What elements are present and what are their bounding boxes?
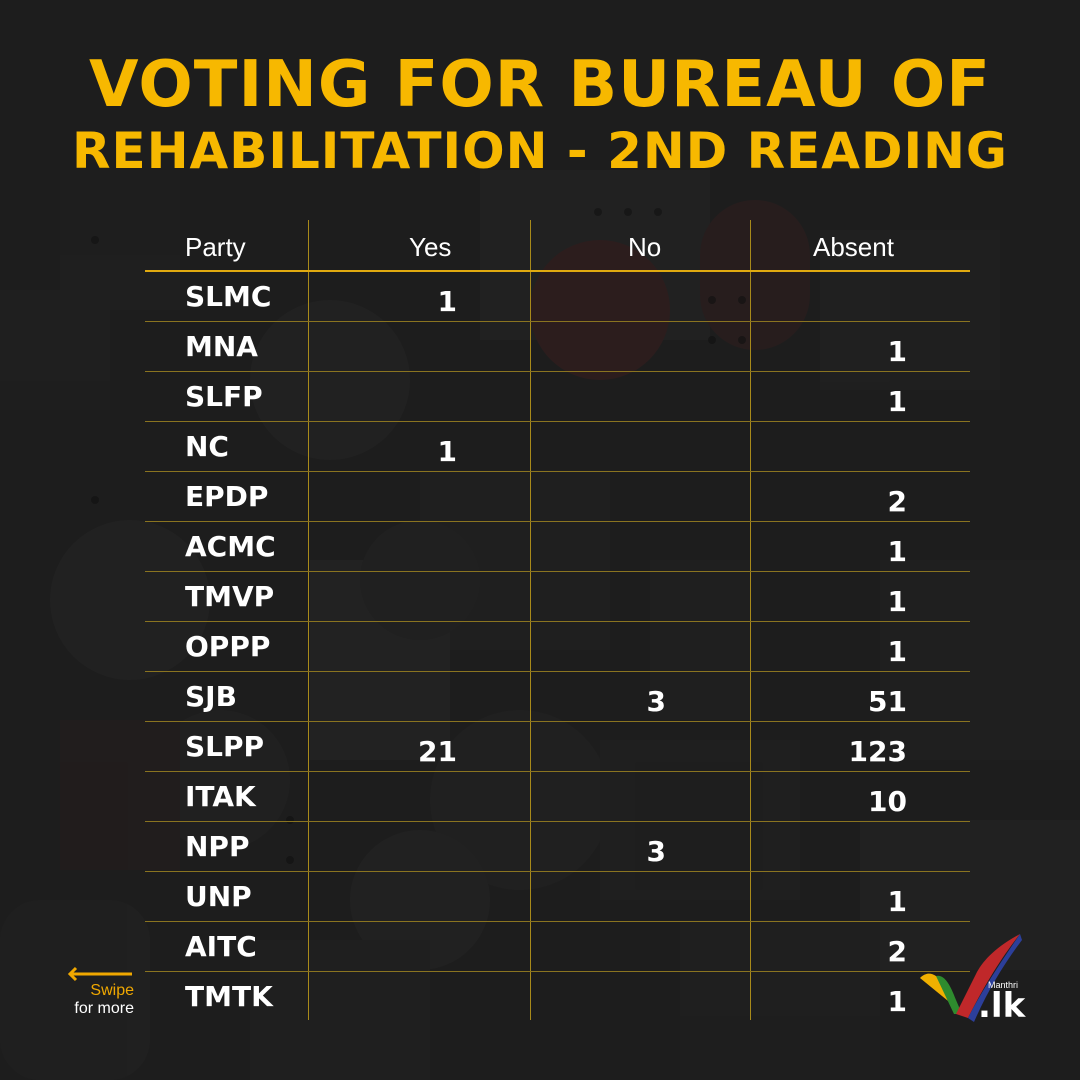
table-body: SLMC 1 MNA 1 SLFP 1 NC 1 EPDP 2 ACMC 1 TMVP 1 OPPP 1 SJB… [145,272,970,1021]
absent-cell: 2 [887,935,907,968]
swipe-label: Swipe [90,982,134,999]
header-party: Party [185,232,246,262]
party-cell: MNA [185,330,258,363]
page-title: VOTING FOR BUREAU OF REHABILITATION - 2N… [0,52,1080,178]
swipe-hint[interactable]: Swipe for more [58,966,134,1018]
logo-tld: .lk [978,986,1026,1026]
absent-cell: 1 [887,385,907,418]
header-no: No [628,232,662,262]
party-cell: SLMC [185,280,272,313]
party-cell: SJB [185,680,237,713]
absent-cell: 51 [868,685,907,718]
table-row: UNP 1 [145,872,970,922]
party-cell: NC [185,430,229,463]
checkmark-icon [920,934,1022,1022]
no-cell: 3 [646,835,666,868]
yes-cell: 21 [418,735,457,768]
column-divider [308,220,309,1020]
table-row: SJB 3 51 [145,672,970,722]
party-cell: OPPP [185,630,271,663]
arrow-left-icon [67,966,132,982]
table-row: AITC 2 [145,922,970,972]
absent-cell: 10 [868,785,907,818]
table-row: SLFP 1 [145,372,970,422]
table-row: ITAK 10 [145,772,970,822]
party-cell: ITAK [185,780,256,813]
party-cell: AITC [185,930,257,963]
table-row: ACMC 1 [145,522,970,572]
party-cell: EPDP [185,480,269,513]
title-line-1: VOTING FOR BUREAU OF [88,48,992,122]
absent-cell: 1 [887,635,907,668]
swipe-sublabel: for more [74,1000,134,1017]
table-row: MNA 1 [145,322,970,372]
absent-cell: 1 [887,535,907,568]
table-row: SLMC 1 [145,272,970,322]
manthri-logo: Manthri .lk [916,930,1026,1026]
yes-cell: 1 [437,285,457,318]
absent-cell: 1 [887,885,907,918]
voting-table: Party Yes No Absent SLMC 1 MNA 1 SLFP 1 NC 1 EPD… [145,220,970,1021]
party-cell: ACMC [185,530,276,563]
party-cell: SLFP [185,380,263,413]
absent-cell: 2 [887,485,907,518]
title-line-2: REHABILITATION - 2ND READING [72,122,1008,180]
table-row: SLPP 21 123 [145,722,970,772]
party-cell: TMVP [185,580,275,613]
header-absent: Absent [813,232,894,262]
no-cell: 3 [646,685,666,718]
table-row: TMTK 1 [145,972,970,1021]
absent-cell: 123 [848,735,907,768]
party-cell: TMTK [185,980,273,1013]
column-divider [750,220,751,1020]
column-divider [530,220,531,1020]
table-row: TMVP 1 [145,572,970,622]
logo-brand: Manthri [988,980,1019,990]
table-header: Party Yes No Absent [145,220,970,272]
header-yes: Yes [409,232,452,262]
party-cell: SLPP [185,730,265,763]
party-cell: UNP [185,880,252,913]
absent-cell: 1 [887,985,907,1018]
absent-cell: 1 [887,335,907,368]
table-row: EPDP 2 [145,472,970,522]
table-row: NC 1 [145,422,970,472]
table-row: NPP 3 [145,822,970,872]
absent-cell: 1 [887,585,907,618]
party-cell: NPP [185,830,250,863]
yes-cell: 1 [437,435,457,468]
table-row: OPPP 1 [145,622,970,672]
